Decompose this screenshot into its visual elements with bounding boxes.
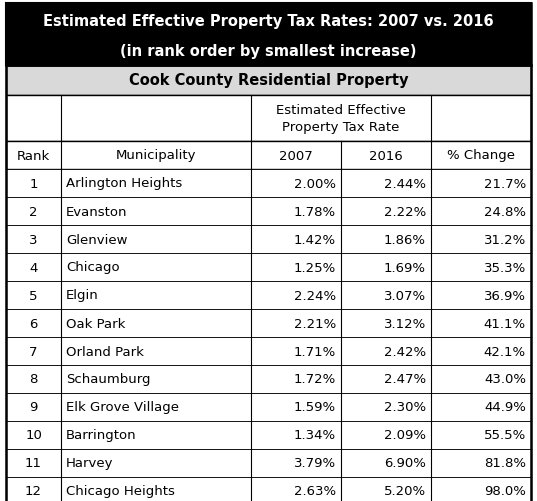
Bar — [6, 310, 531, 337]
Text: 8: 8 — [30, 373, 38, 386]
Text: 44.9%: 44.9% — [484, 401, 526, 414]
Text: Estimated Effective Property Tax Rates: 2007 vs. 2016: Estimated Effective Property Tax Rates: … — [43, 15, 494, 30]
Text: 2.42%: 2.42% — [384, 345, 426, 358]
Text: 2.30%: 2.30% — [384, 401, 426, 414]
Text: 2.47%: 2.47% — [384, 373, 426, 386]
Bar — [6, 4, 531, 66]
Bar — [6, 421, 531, 449]
Text: 2.63%: 2.63% — [294, 484, 336, 497]
Text: 2.00%: 2.00% — [294, 177, 336, 190]
Text: 43.0%: 43.0% — [484, 373, 526, 386]
Text: 2.24%: 2.24% — [294, 289, 336, 302]
Bar — [6, 449, 531, 477]
Text: Schaumburg: Schaumburg — [66, 373, 150, 386]
Text: 1.25%: 1.25% — [294, 261, 336, 274]
Text: 12: 12 — [25, 484, 42, 497]
Text: 10: 10 — [25, 429, 42, 441]
Bar — [6, 282, 531, 310]
Text: 1.59%: 1.59% — [294, 401, 336, 414]
Text: 3.12%: 3.12% — [384, 317, 426, 330]
Text: 5.20%: 5.20% — [384, 484, 426, 497]
Text: Harvey: Harvey — [66, 456, 113, 469]
Bar — [6, 66, 531, 96]
Bar — [6, 170, 531, 197]
Text: 6: 6 — [30, 317, 38, 330]
Text: 1: 1 — [29, 177, 38, 190]
Bar — [6, 337, 531, 365]
Text: 3.07%: 3.07% — [384, 289, 426, 302]
Text: Estimated Effective
Property Tax Rate: Estimated Effective Property Tax Rate — [276, 104, 406, 133]
Text: 9: 9 — [30, 401, 38, 414]
Text: Glenview: Glenview — [66, 233, 127, 246]
Text: 1.71%: 1.71% — [294, 345, 336, 358]
Text: 3: 3 — [29, 233, 38, 246]
Text: Arlington Heights: Arlington Heights — [66, 177, 182, 190]
Text: 42.1%: 42.1% — [484, 345, 526, 358]
Text: 3.79%: 3.79% — [294, 456, 336, 469]
Text: 2: 2 — [29, 205, 38, 218]
Text: 1.72%: 1.72% — [294, 373, 336, 386]
Text: 7: 7 — [29, 345, 38, 358]
Text: 24.8%: 24.8% — [484, 205, 526, 218]
Text: 1.34%: 1.34% — [294, 429, 336, 441]
Text: Elgin: Elgin — [66, 289, 99, 302]
Text: Municipality: Municipality — [116, 149, 196, 162]
Text: Elk Grove Village: Elk Grove Village — [66, 401, 179, 414]
Text: % Change: % Change — [447, 149, 515, 162]
Text: 41.1%: 41.1% — [484, 317, 526, 330]
Text: Rank: Rank — [17, 149, 50, 162]
Bar — [6, 4, 531, 66]
Text: 35.3%: 35.3% — [484, 261, 526, 274]
Text: 21.7%: 21.7% — [484, 177, 526, 190]
Text: 1.42%: 1.42% — [294, 233, 336, 246]
Text: Orland Park: Orland Park — [66, 345, 144, 358]
Text: 36.9%: 36.9% — [484, 289, 526, 302]
Bar — [6, 365, 531, 393]
Text: Evanston: Evanston — [66, 205, 127, 218]
Bar — [6, 197, 531, 225]
Text: 11: 11 — [25, 456, 42, 469]
Text: Cook County Residential Property: Cook County Residential Property — [129, 73, 408, 88]
Text: 1.86%: 1.86% — [384, 233, 426, 246]
Text: 2.44%: 2.44% — [384, 177, 426, 190]
Bar — [6, 96, 531, 142]
Text: 2016: 2016 — [369, 149, 403, 162]
Text: 2.21%: 2.21% — [294, 317, 336, 330]
Text: 31.2%: 31.2% — [484, 233, 526, 246]
Text: 6.90%: 6.90% — [384, 456, 426, 469]
Text: Barrington: Barrington — [66, 429, 136, 441]
Text: 2.22%: 2.22% — [384, 205, 426, 218]
Text: 81.8%: 81.8% — [484, 456, 526, 469]
Text: (in rank order by smallest increase): (in rank order by smallest increase) — [120, 44, 417, 59]
Bar — [6, 225, 531, 254]
Text: 1.69%: 1.69% — [384, 261, 426, 274]
Text: 2007: 2007 — [279, 149, 313, 162]
Text: 2.09%: 2.09% — [384, 429, 426, 441]
Text: Chicago Heights: Chicago Heights — [66, 484, 175, 497]
Bar — [6, 477, 531, 501]
Text: Oak Park: Oak Park — [66, 317, 125, 330]
Bar — [6, 254, 531, 282]
Text: 1.78%: 1.78% — [294, 205, 336, 218]
Text: 98.0%: 98.0% — [484, 484, 526, 497]
Bar — [6, 393, 531, 421]
Text: 55.5%: 55.5% — [484, 429, 526, 441]
Bar — [6, 142, 531, 170]
Text: 4: 4 — [30, 261, 38, 274]
Text: 5: 5 — [29, 289, 38, 302]
Bar — [6, 66, 531, 501]
Text: Chicago: Chicago — [66, 261, 120, 274]
